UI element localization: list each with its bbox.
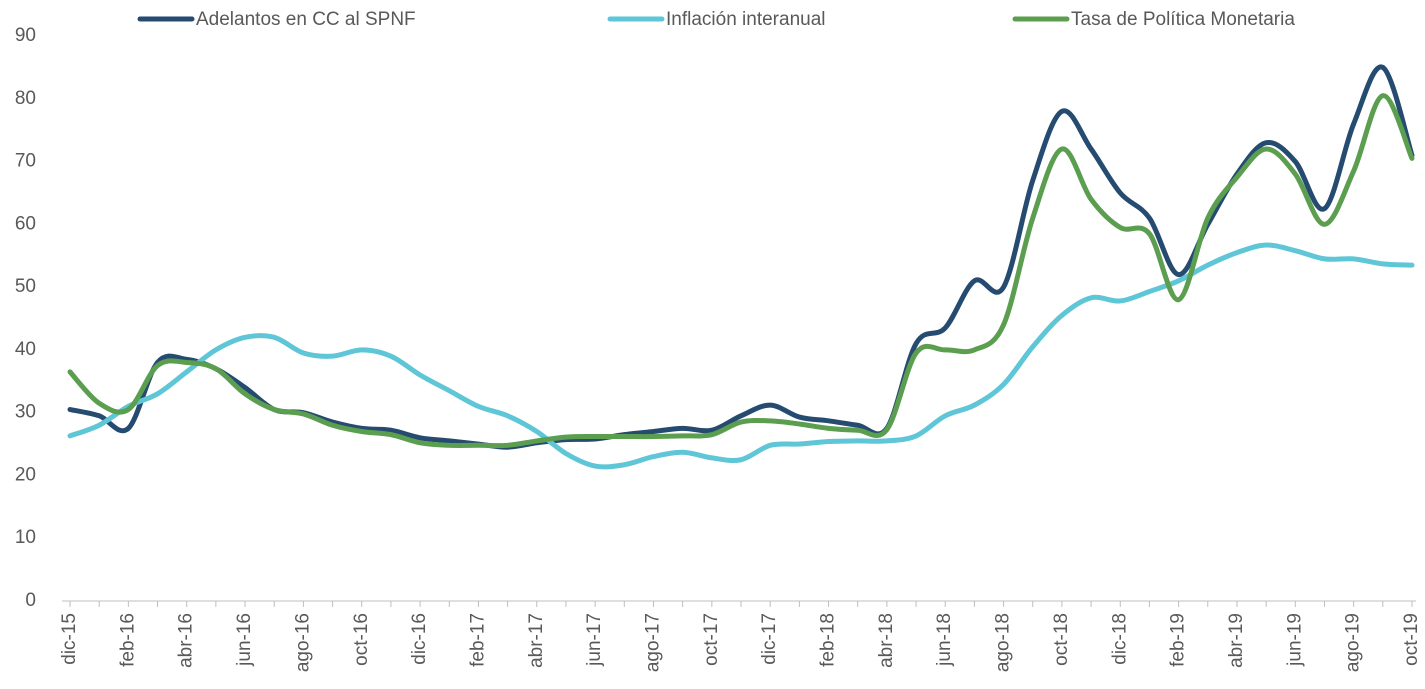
y-tick-label: 10 <box>15 527 36 548</box>
legend-label: Inflación interanual <box>666 9 826 30</box>
x-tick-label: abr-16 <box>176 613 197 668</box>
x-tick-label: dic-18 <box>1109 613 1130 665</box>
x-tick-label: oct-16 <box>351 613 372 666</box>
x-tick-label: jun-17 <box>584 613 605 667</box>
series-line <box>67 64 1415 450</box>
x-tick-label: dic-15 <box>59 613 80 665</box>
y-tick-label: 40 <box>15 339 36 360</box>
x-tick-label: feb-17 <box>467 613 488 667</box>
y-tick-label: 0 <box>25 590 36 611</box>
x-tick-label: ago-19 <box>1343 613 1364 672</box>
y-tick-label: 70 <box>15 151 36 172</box>
y-tick-label: 50 <box>15 276 36 297</box>
x-tick-label: oct-17 <box>701 613 722 666</box>
x-tick-label: ago-18 <box>993 613 1014 672</box>
y-tick-label: 80 <box>15 88 36 109</box>
x-tick-label: jun-16 <box>234 613 255 667</box>
y-tick-label: 20 <box>15 464 36 485</box>
x-tick-label: ago-17 <box>642 613 663 672</box>
series-line <box>67 93 1415 449</box>
x-tick-label: abr-19 <box>1226 613 1247 668</box>
x-tick-label: abr-17 <box>526 613 547 668</box>
y-tick-label: 90 <box>15 25 36 46</box>
x-tick-label: oct-18 <box>1051 613 1072 666</box>
x-tick-label: abr-18 <box>876 613 897 668</box>
x-tick-label: feb-18 <box>818 613 839 667</box>
y-tick-label: 30 <box>15 402 36 423</box>
series-line <box>67 242 1415 470</box>
x-tick-label: oct-19 <box>1401 613 1422 666</box>
y-tick-label: 60 <box>15 213 36 234</box>
legend-label: Adelantos en CC al SPNF <box>196 9 416 30</box>
x-tick-label: jun-18 <box>934 613 955 667</box>
x-tick-label: feb-16 <box>117 613 138 667</box>
x-tick-label: feb-19 <box>1168 613 1189 667</box>
x-tick-label: ago-16 <box>292 613 313 672</box>
x-tick-label: dic-17 <box>759 613 780 665</box>
legend-label: Tasa de Política Monetaria <box>1071 9 1295 30</box>
x-tick-label: dic-16 <box>409 613 430 665</box>
x-tick-label: jun-19 <box>1284 613 1305 667</box>
